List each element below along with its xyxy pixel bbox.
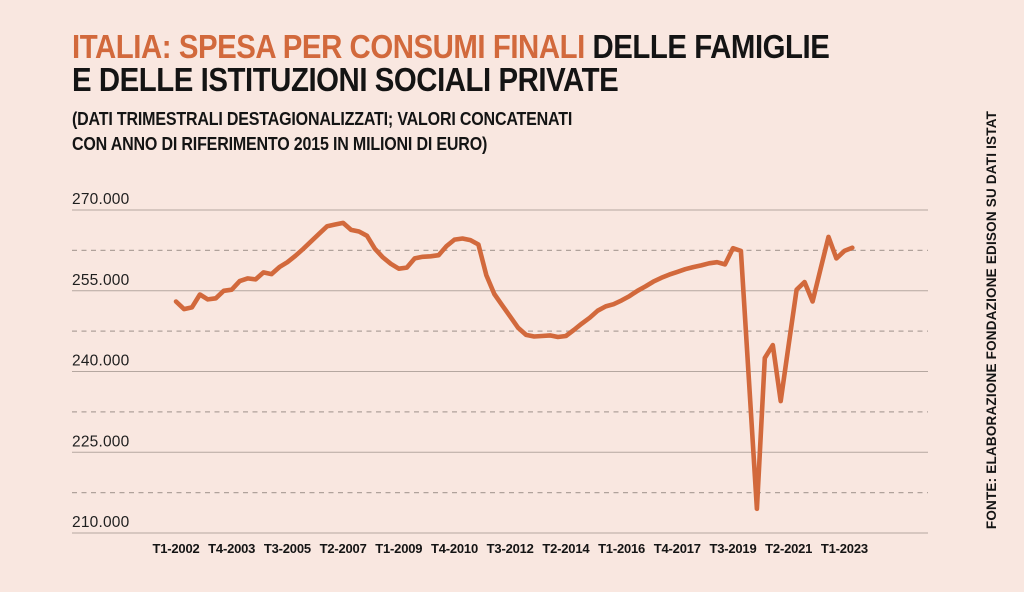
page-title-highlight: ITALIA: SPESA PER CONSUMI FINALI (72, 28, 585, 65)
y-tick-label: 255.000 (72, 272, 130, 289)
x-tick-label: T1-2016 (598, 541, 645, 556)
x-tick-label: T1-2009 (375, 541, 422, 556)
subtitle-line2: CON ANNO DI RIFERIMENTO 2015 IN MILIONI … (72, 134, 488, 154)
spesa-consumi-series-line (173, 220, 855, 512)
chart-subtitle: (DATI TRIMESTRALI DESTAGIONALIZZATI; VAL… (72, 107, 873, 157)
x-tick-label: T4-2003 (208, 541, 255, 556)
x-tick-label: T2-2007 (320, 541, 367, 556)
x-tick-label: T4-2017 (654, 541, 701, 556)
subtitle-line1: (DATI TRIMESTRALI DESTAGIONALIZZATI; VAL… (72, 109, 573, 129)
x-tick-label: T1-2023 (821, 541, 868, 556)
x-tick-label: T3-2019 (709, 541, 756, 556)
x-tick-label: T1-2002 (152, 541, 199, 556)
x-tick-label: T4-2010 (431, 541, 478, 556)
page-title-rest: DELLE FAMIGLIE (584, 28, 830, 65)
x-tick-label: T2-2014 (542, 541, 590, 556)
chart-header: ITALIA: SPESA PER CONSUMI FINALI DELLE F… (72, 30, 873, 157)
x-tick-label: T3-2012 (487, 541, 534, 556)
x-tick-label: T2-2021 (765, 541, 812, 556)
page-title-line2: E DELLE ISTITUZIONI SOCIALI PRIVATE (72, 61, 619, 98)
y-tick-label: 240.000 (72, 353, 130, 370)
y-tick-label: 210.000 (72, 514, 130, 531)
y-tick-label: 225.000 (72, 433, 130, 450)
source-note: FONTE: ELABORAZIONE FONDAZIONE EDISON SU… (984, 110, 999, 530)
page-title: ITALIA: SPESA PER CONSUMI FINALI DELLE F… (72, 30, 873, 63)
y-tick-label: 270.000 (72, 191, 130, 208)
x-tick-label: T3-2005 (264, 541, 311, 556)
